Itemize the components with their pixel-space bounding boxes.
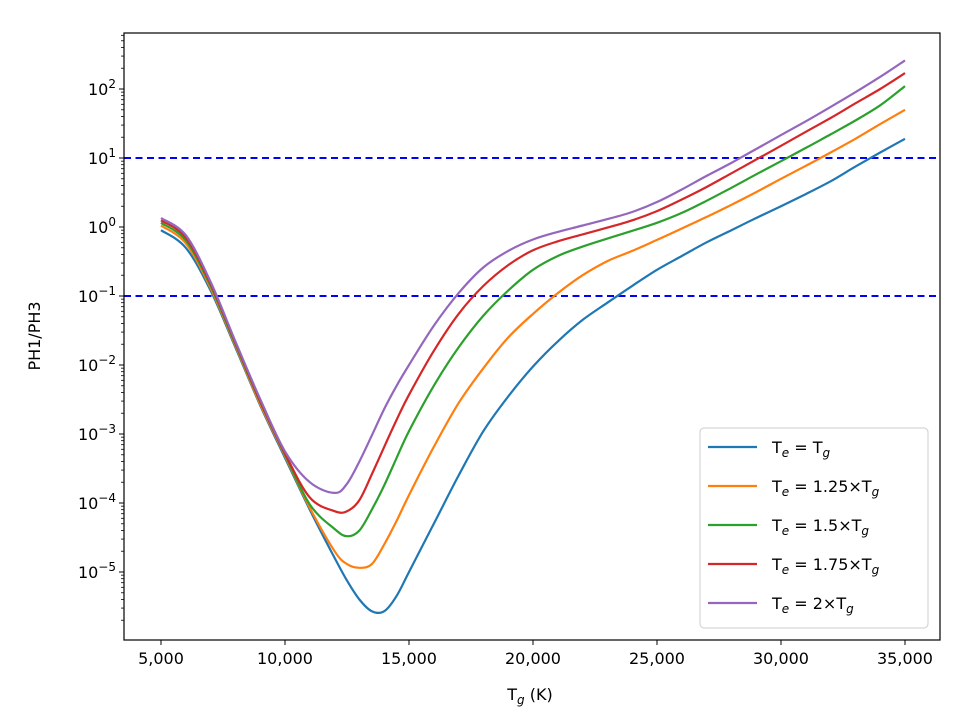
x-tick-label: 25,000 bbox=[629, 649, 685, 668]
series-line-3 bbox=[160, 72, 906, 514]
y-tick-label: 100 bbox=[88, 215, 116, 237]
legend-label-3: Te = 1.75×Tg bbox=[771, 555, 880, 577]
x-tick-label: 5,000 bbox=[138, 649, 184, 668]
series-line-4 bbox=[160, 59, 906, 494]
legend-label-1: Te = 1.25×Tg bbox=[771, 477, 880, 499]
y-tick-label: 10−4 bbox=[78, 491, 116, 513]
y-tick-label: 101 bbox=[88, 146, 116, 168]
y-tick-label: 10−2 bbox=[78, 353, 116, 375]
legend-label-4: Te = 2×Tg bbox=[771, 594, 854, 616]
axes-frame bbox=[123, 32, 941, 641]
plot-area bbox=[124, 59, 940, 615]
x-tick-label: 15,000 bbox=[381, 649, 437, 668]
legend: Te = Tg Te = 1.25×Tg Te = 1.5×Tg Te = 1.75×… bbox=[699, 427, 929, 629]
legend-label-0: Te = Tg bbox=[771, 438, 831, 460]
x-tick-label: 20,000 bbox=[505, 649, 561, 668]
y-axis-label: PH1/PH3 bbox=[25, 301, 44, 370]
series-line-2 bbox=[160, 85, 906, 538]
y-tick-label: 10−5 bbox=[78, 560, 116, 582]
x-axis-label: Tg (K) bbox=[506, 685, 552, 707]
x-tick-label: 30,000 bbox=[753, 649, 809, 668]
x-tick-label: 35,000 bbox=[877, 649, 933, 668]
axes: 5,000 10,000 15,000 20,000 25,000 30,000 35,00… bbox=[25, 32, 941, 707]
y-tick-label: 10−1 bbox=[78, 284, 116, 306]
legend-box bbox=[699, 427, 929, 629]
x-tick-label: 10,000 bbox=[257, 649, 313, 668]
y-tick-label: 102 bbox=[88, 77, 116, 99]
y-tick-label: 10−3 bbox=[78, 422, 116, 444]
legend-label-2: Te = 1.5×Tg bbox=[771, 516, 869, 538]
